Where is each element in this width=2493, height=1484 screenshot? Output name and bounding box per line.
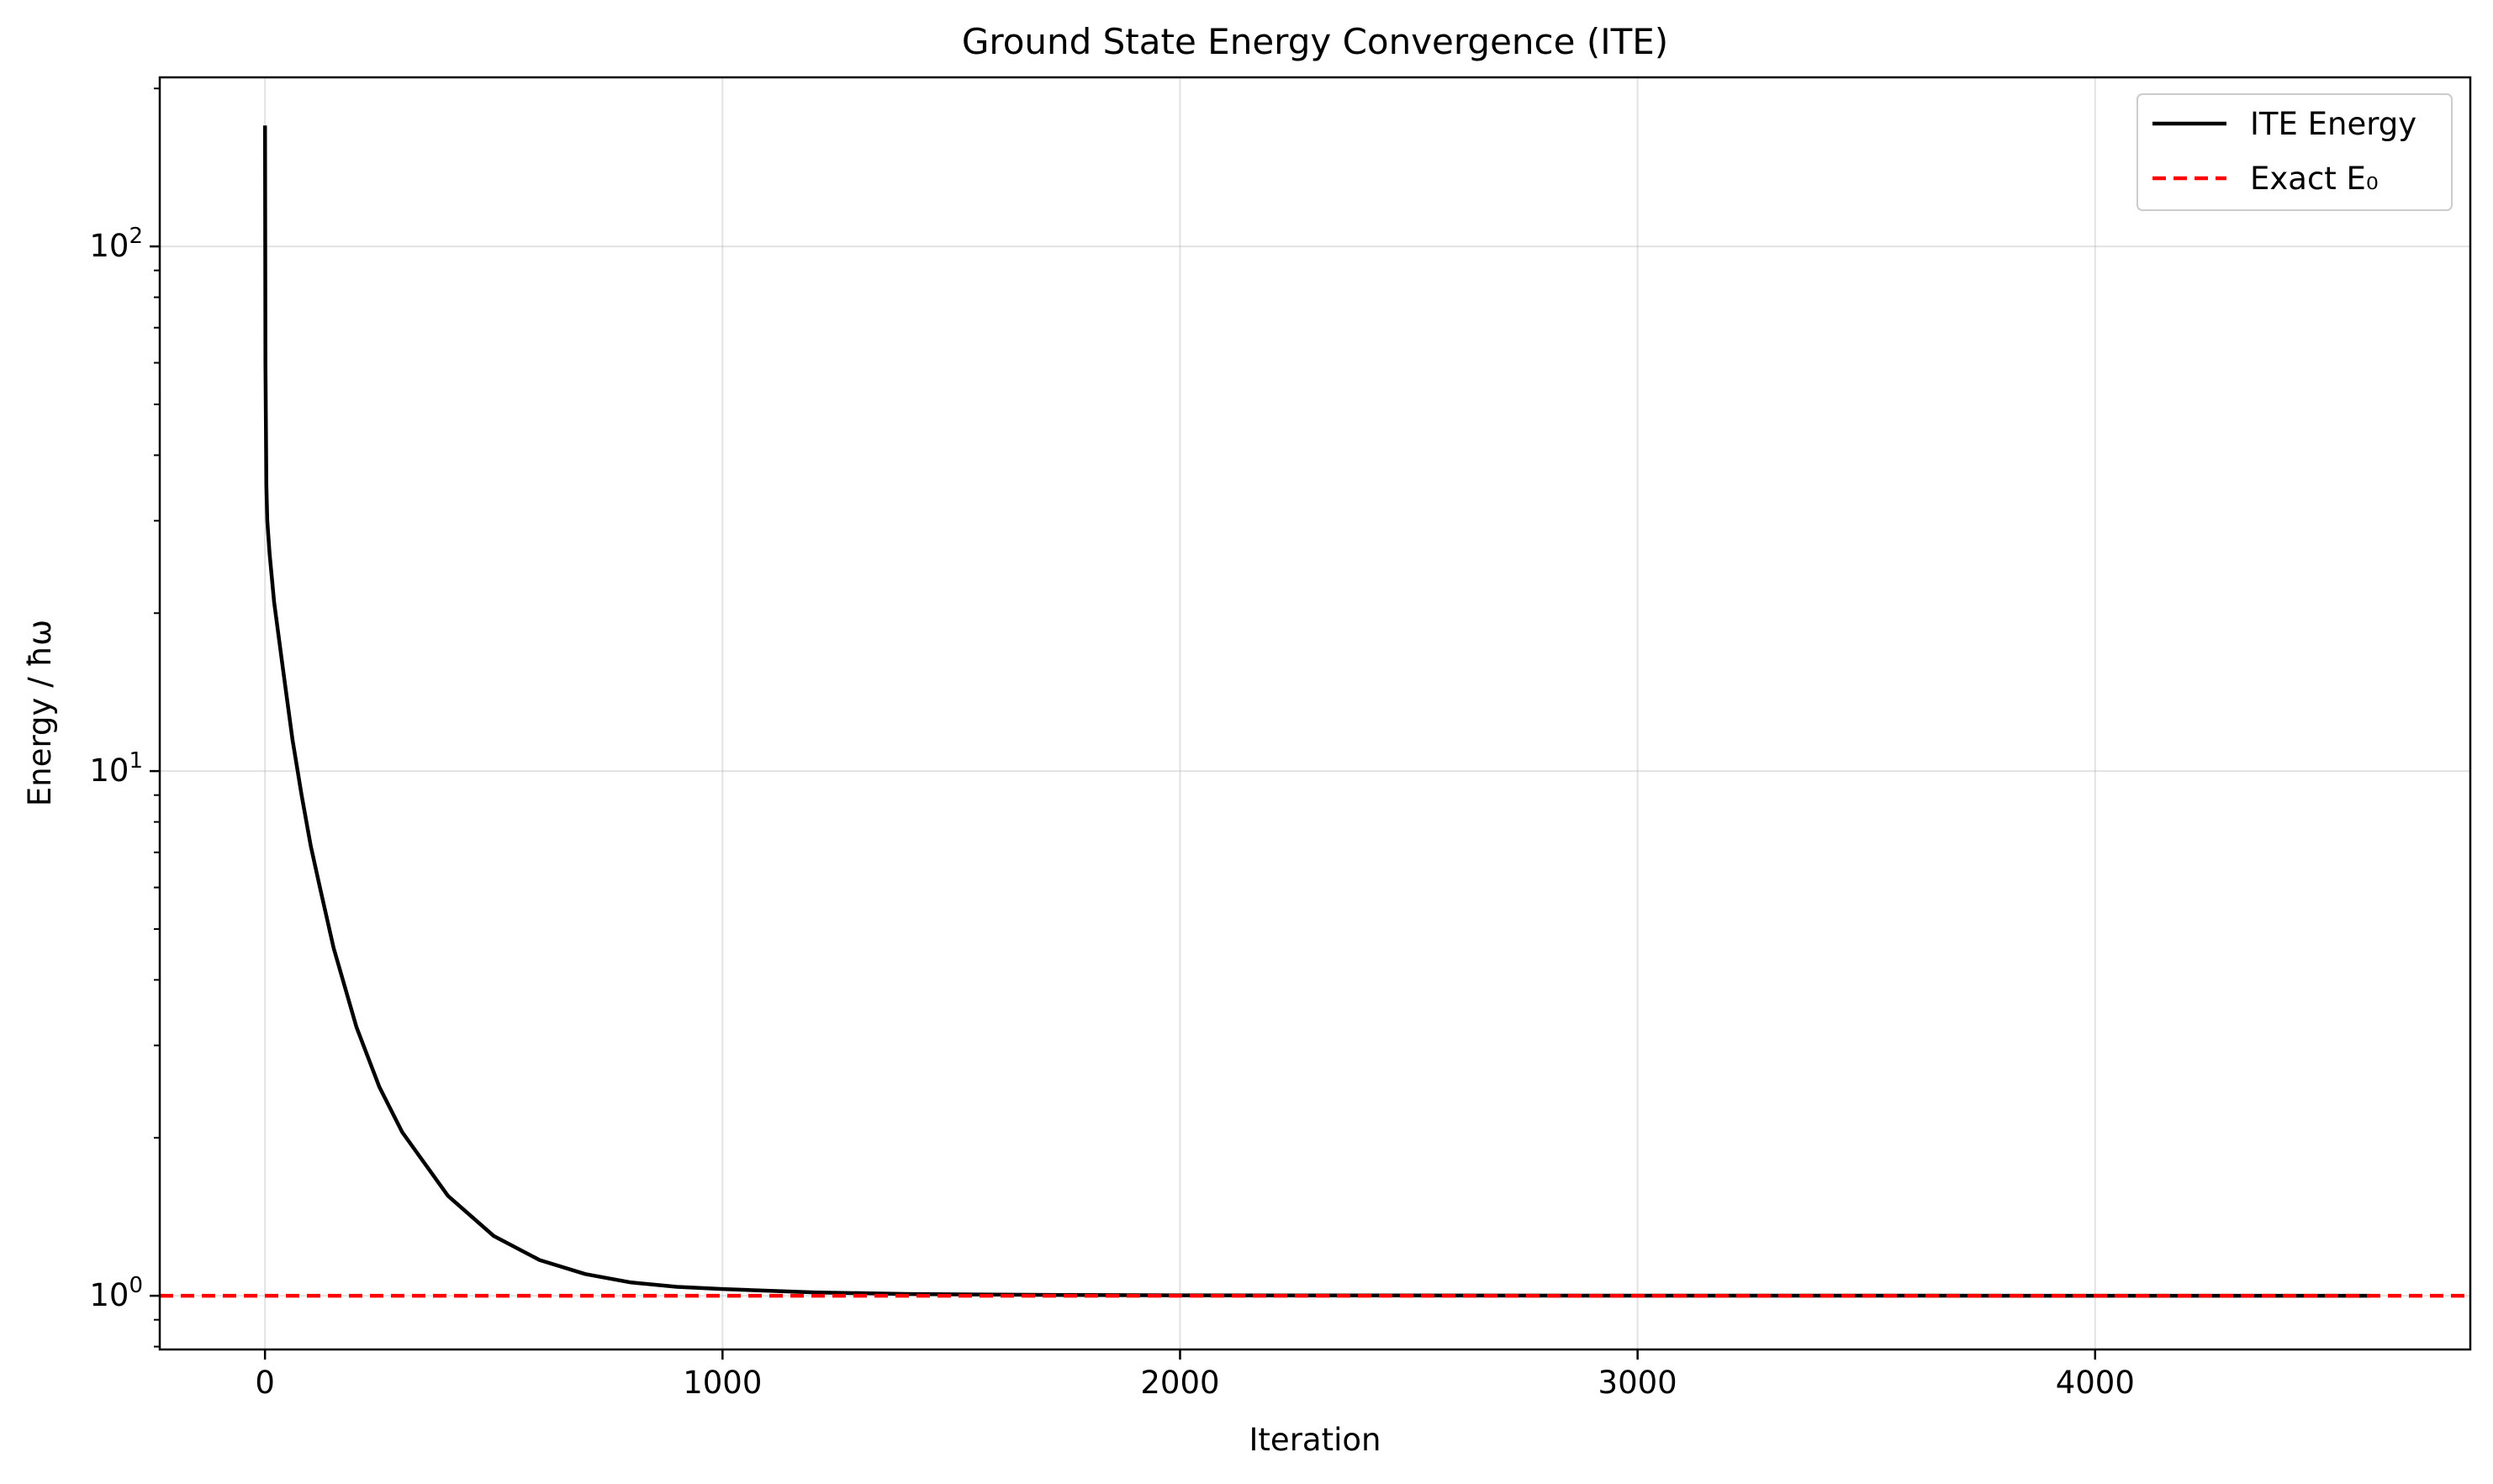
- x-tick-label: 4000: [2056, 1365, 2135, 1401]
- x-axis-label: Iteration: [1249, 1422, 1381, 1458]
- plot-frame: [158, 76, 2472, 1351]
- y-tick-label: 102: [89, 224, 143, 264]
- y-tick-label: 100: [89, 1273, 143, 1313]
- y-tick-label: 101: [89, 748, 143, 789]
- legend: ITE Energy Exact E₀: [2136, 93, 2453, 211]
- x-tick-label: 1000: [683, 1365, 762, 1401]
- x-tick-label: 2000: [1140, 1365, 1219, 1401]
- x-tick-label: 3000: [1598, 1365, 1677, 1401]
- chart-title: Ground State Energy Convergence (ITE): [962, 21, 1668, 62]
- legend-label-ite-energy: ITE Energy: [2250, 106, 2416, 142]
- y-axis-label: Energy / ħω: [22, 620, 58, 806]
- plot-lines: [160, 125, 2470, 1298]
- axis-ticks: 0 1000 2000 3000 4000 100 101 102: [89, 87, 2135, 1401]
- x-tick-label: 0: [255, 1365, 275, 1401]
- legend-label-exact-e0: Exact E₀: [2250, 161, 2379, 197]
